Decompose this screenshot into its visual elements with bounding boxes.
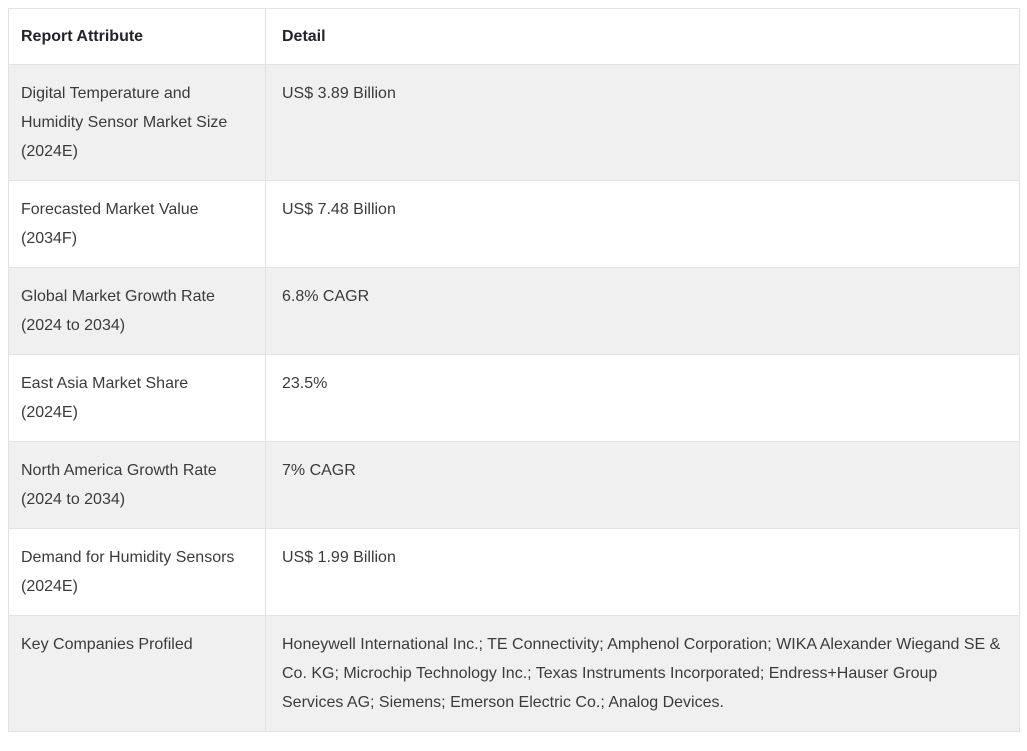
detail-cell: US$ 7.48 Billion bbox=[265, 180, 1020, 268]
detail-cell: 6.8% CAGR bbox=[265, 267, 1020, 355]
attribute-cell: North America Growth Rate (2024 to 2034) bbox=[8, 441, 266, 529]
attribute-cell: Global Market Growth Rate (2024 to 2034) bbox=[8, 267, 266, 355]
table-row-humidity-demand: Demand for Humidity Sensors (2024E) US$ … bbox=[8, 528, 1020, 616]
table-row-east-asia-share: East Asia Market Share (2024E) 23.5% bbox=[8, 354, 1020, 442]
detail-cell: US$ 3.89 Billion bbox=[265, 64, 1020, 181]
table-row-north-america-growth: North America Growth Rate (2024 to 2034)… bbox=[8, 441, 1020, 529]
report-summary-section: Report Attribute Detail Digital Temperat… bbox=[8, 8, 1020, 732]
detail-cell: 7% CAGR bbox=[265, 441, 1020, 529]
column-header-report-attribute: Report Attribute bbox=[8, 8, 266, 65]
table-row-market-size: Digital Temperature and Humidity Sensor … bbox=[8, 64, 1020, 181]
table-header-row: Report Attribute Detail bbox=[8, 8, 1020, 65]
table-row-forecasted-value: Forecasted Market Value (2034F) US$ 7.48… bbox=[8, 180, 1020, 268]
report-summary-table: Report Attribute Detail Digital Temperat… bbox=[8, 8, 1020, 732]
detail-cell: Honeywell International Inc.; TE Connect… bbox=[265, 615, 1020, 732]
attribute-cell: Forecasted Market Value (2034F) bbox=[8, 180, 266, 268]
detail-cell: US$ 1.99 Billion bbox=[265, 528, 1020, 616]
table-row-key-companies: Key Companies Profiled Honeywell Interna… bbox=[8, 615, 1020, 732]
attribute-cell: Digital Temperature and Humidity Sensor … bbox=[8, 64, 266, 181]
attribute-cell: Key Companies Profiled bbox=[8, 615, 266, 732]
column-header-detail: Detail bbox=[265, 8, 1020, 65]
attribute-cell: Demand for Humidity Sensors (2024E) bbox=[8, 528, 266, 616]
attribute-cell: East Asia Market Share (2024E) bbox=[8, 354, 266, 442]
detail-cell: 23.5% bbox=[265, 354, 1020, 442]
table-row-growth-rate: Global Market Growth Rate (2024 to 2034)… bbox=[8, 267, 1020, 355]
